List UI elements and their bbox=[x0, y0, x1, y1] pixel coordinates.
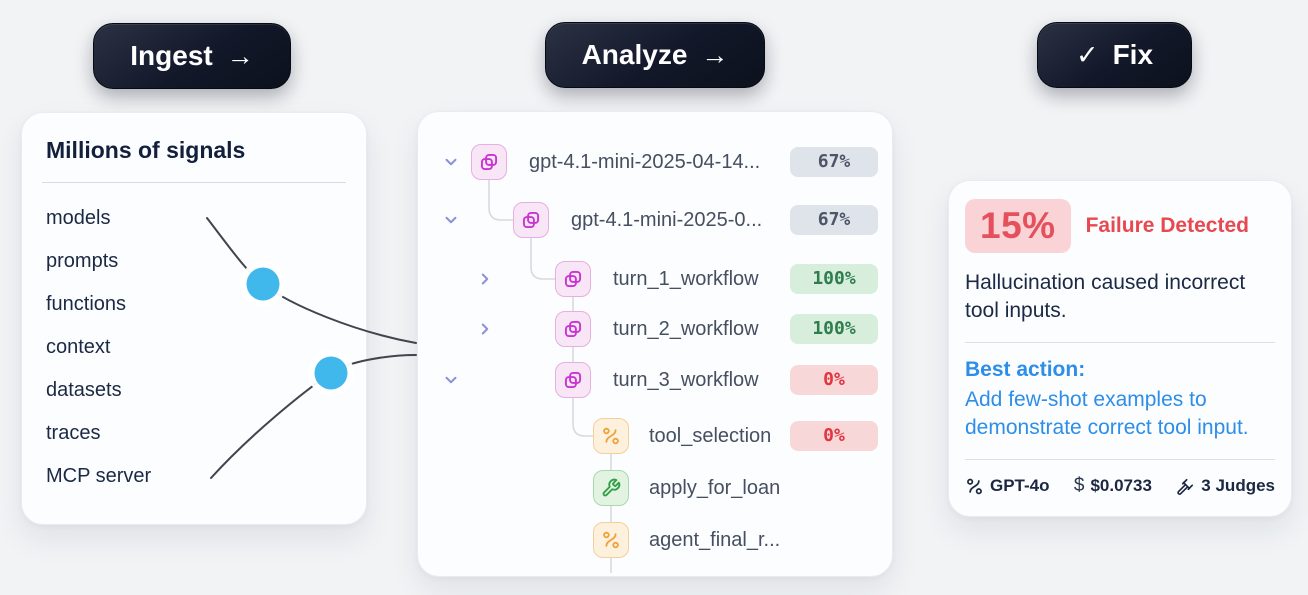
failure-footer: GPT-4o $ $0.0733 3 Judges bbox=[965, 475, 1275, 497]
best-action-text: Add few-shot examples to demonstrate cor… bbox=[965, 388, 1249, 439]
signals-card-title: Millions of signals bbox=[46, 137, 246, 163]
ingest-button-label: Ingest bbox=[130, 40, 213, 71]
arrow-right-icon: → bbox=[226, 40, 254, 71]
signal-item-prompts: prompts bbox=[46, 250, 119, 272]
dollar-icon: $ bbox=[1073, 475, 1085, 496]
tree-row[interactable]: gpt-4.1-mini-2025-0... 67% bbox=[418, 202, 892, 238]
failure-header: 15% Failure Detected bbox=[965, 199, 1275, 253]
fix-button-label: Fix bbox=[1112, 39, 1154, 70]
signal-item-context: context bbox=[46, 336, 111, 358]
signal-item-models: models bbox=[46, 207, 111, 229]
judges-count: 3 Judges bbox=[1201, 476, 1275, 495]
workflow-icon bbox=[555, 261, 591, 297]
tool-wrench-icon bbox=[593, 470, 629, 506]
agent-node-icon bbox=[593, 522, 629, 558]
analyze-button[interactable]: Analyze → bbox=[545, 22, 765, 88]
workflow-icon bbox=[513, 202, 549, 238]
arrow-right-icon: → bbox=[701, 39, 729, 70]
tree-row[interactable]: tool_selection 0% bbox=[418, 418, 892, 454]
failure-rate-badge: 15% bbox=[965, 199, 1071, 253]
chevron-right-icon[interactable] bbox=[476, 320, 494, 338]
tree-row[interactable]: turn_2_workflow 100% bbox=[418, 311, 892, 347]
divider bbox=[42, 182, 346, 183]
signals-card: Millions of signals models prompts funct… bbox=[21, 112, 367, 525]
tree-row[interactable]: turn_3_workflow 0% bbox=[418, 362, 892, 398]
workflow-icon bbox=[555, 311, 591, 347]
trace-tree-card: gpt-4.1-mini-2025-04-14... 67% gpt-4.1-m… bbox=[417, 111, 893, 577]
check-icon: ✓ bbox=[1075, 39, 1099, 70]
tree-node-label: gpt-4.1-mini-2025-0... bbox=[571, 209, 763, 231]
best-action-label: Best action: bbox=[965, 358, 1086, 381]
failure-card: 15% Failure Detected Hallucination cause… bbox=[948, 180, 1292, 517]
gavel-icon bbox=[1177, 478, 1194, 495]
workflow-icon bbox=[555, 362, 591, 398]
score-badge: 67% bbox=[790, 205, 878, 235]
signal-item-datasets: datasets bbox=[46, 379, 122, 401]
tree-node-label: agent_final_r... bbox=[649, 529, 781, 551]
tree-node-label: tool_selection bbox=[649, 425, 772, 447]
model-stat: GPT-4o bbox=[965, 476, 1050, 496]
ingest-button[interactable]: Ingest → bbox=[93, 23, 291, 89]
signals-list: models prompts functions context dataset… bbox=[42, 197, 346, 498]
workflow-icon bbox=[471, 144, 507, 180]
failure-detected-label: Failure Detected bbox=[1085, 214, 1249, 237]
chevron-down-icon[interactable] bbox=[442, 371, 460, 389]
signal-item-mcp-server: MCP server bbox=[46, 465, 152, 487]
tree-node-label: turn_3_workflow bbox=[613, 369, 759, 391]
divider bbox=[965, 459, 1275, 460]
model-node-icon bbox=[967, 478, 982, 494]
chevron-down-icon[interactable] bbox=[442, 211, 460, 229]
judges-stat: 3 Judges bbox=[1176, 476, 1275, 496]
cost-value: $0.0733 bbox=[1090, 476, 1152, 495]
tree-connector-lines bbox=[488, 180, 612, 573]
score-badge: 100% bbox=[790, 264, 878, 294]
score-badge: 67% bbox=[790, 147, 878, 177]
agent-node-icon bbox=[593, 418, 629, 454]
divider bbox=[965, 342, 1275, 343]
cost-stat: $ $0.0733 bbox=[1074, 475, 1152, 497]
tree-node-label: apply_for_loan bbox=[649, 477, 781, 499]
model-name: GPT-4o bbox=[990, 476, 1050, 495]
signal-item-functions: functions bbox=[46, 293, 127, 315]
chevron-right-icon[interactable] bbox=[476, 270, 494, 288]
tree-row[interactable]: apply_for_loan bbox=[418, 470, 892, 506]
score-badge: 0% bbox=[790, 365, 878, 395]
tree-row[interactable]: turn_1_workflow 100% bbox=[418, 261, 892, 297]
failure-description: Hallucination caused incorrect tool inpu… bbox=[965, 271, 1246, 322]
analyze-button-label: Analyze bbox=[581, 39, 688, 70]
tree-row[interactable]: gpt-4.1-mini-2025-04-14... 67% bbox=[418, 144, 892, 180]
score-badge: 100% bbox=[790, 314, 878, 344]
chevron-down-icon[interactable] bbox=[442, 153, 460, 171]
score-badge: 0% bbox=[790, 421, 878, 451]
tree-node-label: turn_1_workflow bbox=[613, 268, 759, 290]
tree-node-label: gpt-4.1-mini-2025-04-14... bbox=[529, 151, 761, 173]
tree-row[interactable]: agent_final_r... bbox=[418, 522, 892, 558]
fix-button[interactable]: ✓ Fix bbox=[1037, 22, 1192, 88]
signal-item-traces: traces bbox=[46, 422, 101, 444]
tree-node-label: turn_2_workflow bbox=[613, 318, 759, 340]
